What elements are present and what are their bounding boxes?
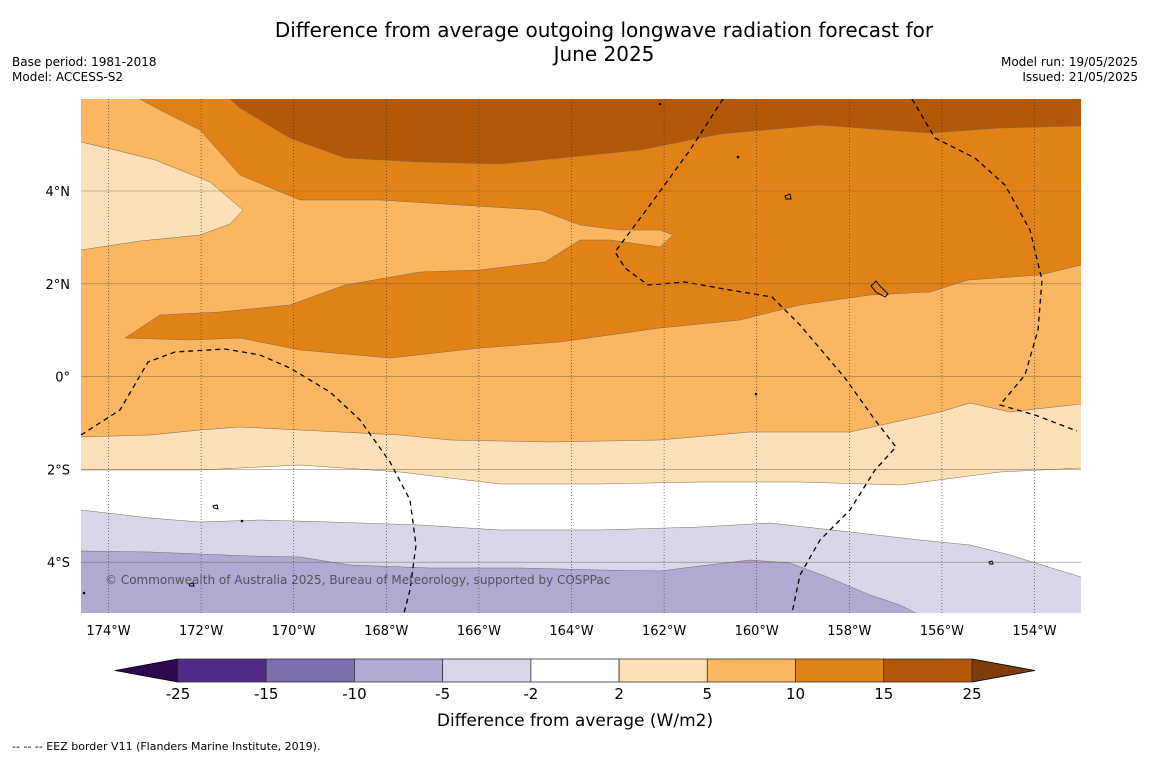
colorbar-segment [618, 658, 708, 683]
latitude-label: 4°S [47, 556, 70, 571]
longitude-label: 168°W [364, 624, 408, 639]
colorbar-segment [706, 658, 796, 683]
latitude-label: 4°N [46, 185, 71, 200]
longitude-label: 172°W [179, 624, 223, 639]
longitude-label: 164°W [549, 624, 593, 639]
latitude-labels: 4°N 2°N 0° 2°S 4°S [46, 185, 71, 571]
colorbar-under-arrow [114, 658, 179, 683]
colorbar-segment [354, 658, 444, 683]
colorbar-segment [883, 658, 973, 683]
colorbar-tick-label: 10 [786, 685, 805, 703]
longitude-label: 154°W [1012, 624, 1056, 639]
title-line-1: Difference from average outgoing longwav… [274, 18, 934, 42]
colorbar-tick-label: 15 [874, 685, 893, 703]
graticule [81, 99, 1081, 613]
contour-lines [81, 99, 1081, 613]
model-run-text: Model run: 19/05/2025 [1000, 55, 1138, 69]
colorbar-label: Difference from average (W/m2) [437, 711, 713, 731]
colorbar-segment [265, 658, 355, 683]
colorbar-segment [530, 658, 620, 683]
colorbar-segment [442, 658, 532, 683]
longitude-label: 170°W [272, 624, 316, 639]
colorbar-tick-label: 2 [614, 685, 624, 703]
latitude-label: 2°N [46, 278, 71, 293]
colorbar-over-arrow [971, 658, 1036, 683]
colorbar-tick-label: 5 [703, 685, 713, 703]
copyright-text: © Commonwealth of Australia 2025, Bureau… [105, 573, 610, 587]
longitude-label: 156°W [920, 624, 964, 639]
colorbar-ticks: -25 -15 -10 -5 -2 2 5 10 15 25 [166, 685, 982, 703]
eez-borders [81, 99, 1078, 613]
metadata-left: Base period: 1981-2018 Model: ACCESS-S2 [12, 55, 157, 85]
colorbar-tick-label: -25 [166, 685, 191, 703]
colorbar-tick-label: 25 [962, 685, 981, 703]
issued-text: Issued: 21/05/2025 [1022, 70, 1138, 84]
longitude-label: 160°W [735, 624, 779, 639]
band-2-to-5-lobe [81, 142, 243, 250]
colorbar-tick-label: -15 [254, 685, 279, 703]
band-10-to-15 [125, 99, 1081, 358]
band-minus10-to-minus5 [81, 551, 916, 613]
longitude-label: 174°W [86, 624, 130, 639]
chart-title: Difference from average outgoing longwav… [230, 18, 978, 66]
band-15-to-25 [230, 99, 1081, 164]
colorbar-tick-label: -2 [523, 685, 538, 703]
model-text: Model: ACCESS-S2 [12, 70, 124, 84]
longitude-label: 166°W [457, 624, 501, 639]
base-period-text: Base period: 1981-2018 [12, 55, 157, 69]
colorbar-tick-label: -10 [342, 685, 367, 703]
latitude-label: 2°S [47, 463, 70, 478]
latitude-label: 0° [55, 371, 70, 386]
colorbar-tick-label: -5 [435, 685, 450, 703]
longitude-label: 158°W [827, 624, 871, 639]
eez-footnote: -- -- -- EEZ border V11 (Flanders Marine… [12, 740, 321, 753]
islands [82, 102, 994, 595]
metadata-right: Model run: 19/05/2025 Issued: 21/05/2025 [1001, 55, 1138, 85]
colorbar-segment [795, 658, 885, 683]
colorbar-segment [177, 658, 267, 683]
colorbar [114, 658, 1036, 683]
longitude-label: 162°W [642, 624, 686, 639]
longitude-labels: 174°W 172°W 170°W 168°W 166°W 164°W 162°W 160°W… [86, 624, 1056, 639]
title-line-2: June 2025 [553, 42, 655, 66]
anomaly-field [81, 99, 1081, 613]
